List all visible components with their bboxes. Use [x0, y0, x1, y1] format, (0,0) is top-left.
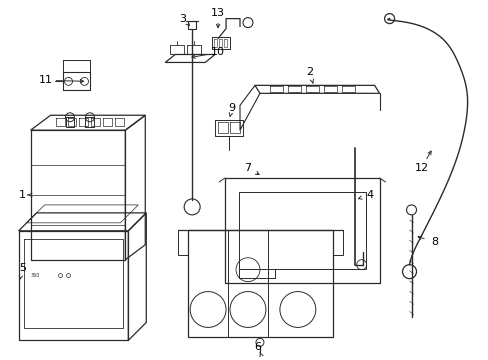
Text: 7: 7	[244, 163, 251, 173]
Text: 11: 11	[39, 75, 52, 85]
Text: 360: 360	[31, 273, 40, 278]
Text: 5: 5	[19, 263, 26, 273]
Text: 9: 9	[228, 103, 235, 113]
Text: 3: 3	[179, 14, 186, 24]
Text: 4: 4	[366, 190, 372, 200]
Text: 12: 12	[414, 163, 427, 173]
Text: 8: 8	[430, 237, 437, 247]
Text: 2: 2	[305, 67, 313, 77]
Text: 13: 13	[211, 8, 224, 18]
Text: 1: 1	[19, 190, 26, 200]
Text: 6: 6	[254, 342, 261, 352]
Text: 10: 10	[211, 48, 224, 58]
